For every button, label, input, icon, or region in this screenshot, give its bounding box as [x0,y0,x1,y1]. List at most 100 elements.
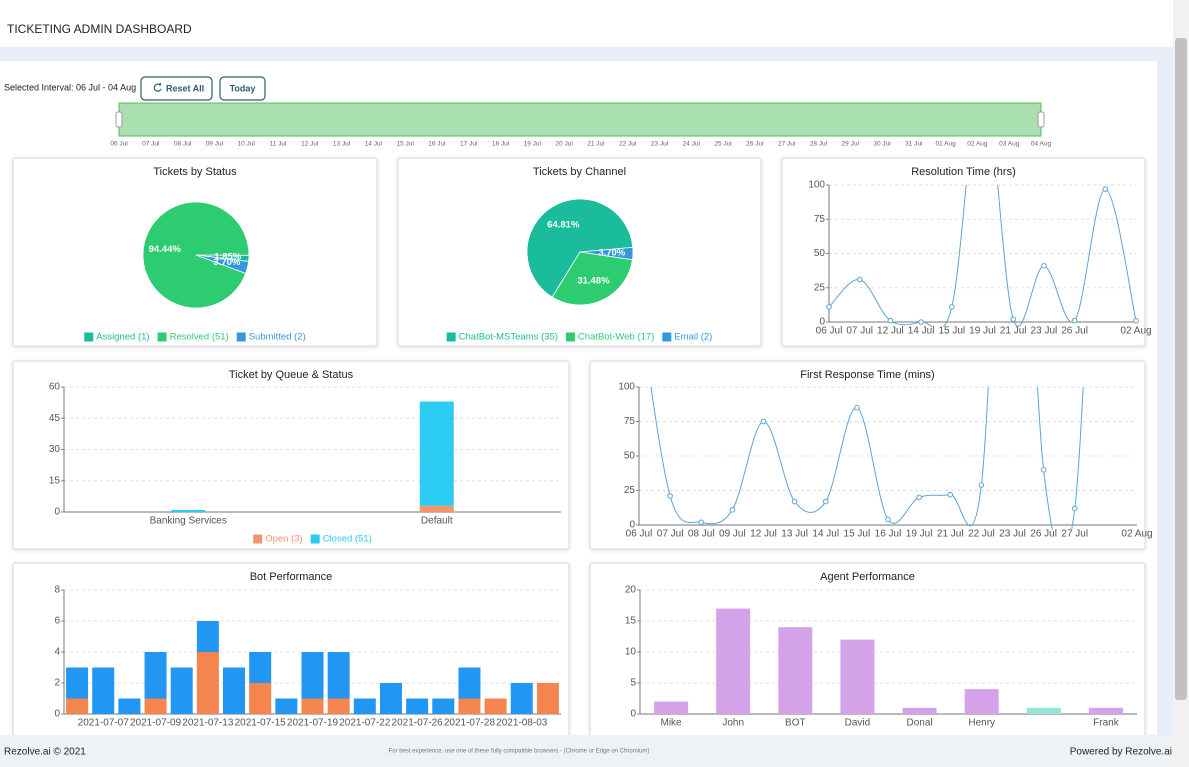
y-tick-label: 15 [625,616,637,627]
legend-swatch [157,332,167,342]
today-button-label[interactable]: Today [230,83,256,93]
data-label: 64.81% [547,219,580,230]
y-tick-label: 100 [618,382,635,393]
timeline-label: 25 Jul [714,141,732,148]
x-tick-label: 07 Jul [846,326,873,337]
bar-segment [92,667,115,714]
x-tick-label: 15 Jul [844,529,871,540]
point [667,493,673,499]
x-tick-label: John [722,718,744,729]
x-tick-label: Default [421,516,453,527]
chart-title: Resolution Time (hrs) [911,166,1016,178]
y-tick-label: 0 [630,709,636,720]
reset-button-frame[interactable] [140,76,213,101]
chart-title: Tickets by Channel [533,166,626,178]
point [918,319,924,325]
x-tick-label: 2021-08-03 [496,718,548,729]
timeline-label: 08 Jul [174,141,192,148]
reset-button-label[interactable]: Reset All [166,83,204,93]
y-tick-label: 30 [49,444,61,455]
x-tick-label: 12 Jul [877,326,904,337]
legend-label[interactable]: Resolved (51) [170,332,229,343]
y-tick-label: 0 [819,317,825,328]
chart-card: Bot Performance 0 2 4 6 8 2021-07-07 2021-07-09… [12,562,570,754]
point [1102,186,1109,192]
x-tick-label: 02 Aug [1120,326,1151,337]
pie-slice [526,198,634,298]
card [12,360,570,550]
timeline-handle-left[interactable] [115,111,123,128]
legend-label[interactable]: Submitted (2) [249,332,306,343]
bar [654,701,689,714]
x-tick-label: Frank [1093,718,1120,729]
bar-segment [484,698,507,714]
bar [1088,707,1123,714]
bar-segment [275,698,298,714]
timeline-label: 17 Jul [460,141,478,148]
bar [778,627,813,714]
legend-label[interactable]: ChatBot-MSTeams (35) [459,332,558,343]
x-tick-label: 2021-07-13 [182,718,234,729]
legend-label[interactable]: ChatBot-Web (17) [578,332,654,343]
timeline-label: 30 Jul [873,141,891,148]
y-tick-label: 5 [630,678,636,689]
card [589,360,1146,550]
pie-slice [551,251,633,306]
point [1040,467,1047,473]
bar-segment [249,652,272,683]
x-tick-label: 09 Jul [719,529,746,540]
y-tick-label: 4 [54,647,60,658]
timeline-label: 23 Jul [651,141,669,148]
footer-bar [0,735,1173,767]
timeline-label: 29 Jul [842,141,860,148]
bar-segment [458,698,481,714]
legend-label[interactable]: Open (3) [265,534,303,545]
bar-segment [510,683,533,714]
y-tick-label: 50 [814,248,826,259]
point [978,482,985,488]
timeline-label: 04 Aug [1031,141,1052,148]
timeline[interactable]: 06 Jul 07 Jul 08 Jul 09 Jul 10 Jul 11 Jul 12 J… [110,102,1052,148]
y-tick-label: 45 [49,413,61,424]
x-tick-label: 27 Jul [1061,529,1088,540]
legend-label[interactable]: Assigned (1) [96,332,149,343]
bar [964,689,999,714]
point [1133,317,1139,324]
chart-card: Resolution Time (hrs) 0 25 50 75 100 06 Jul 07 … [781,157,1152,347]
legend-label[interactable]: Email (2) [674,332,712,343]
today-button[interactable]: Today [219,76,266,101]
today-button-frame[interactable] [219,76,266,101]
data-label: 3.70% [598,247,625,258]
y-tick-label: 10 [625,647,637,658]
point [947,491,954,498]
y-tick-label: 50 [624,451,636,462]
y-tick-label: 25 [624,485,636,496]
line [828,185,1137,327]
chart-card: Tickets by Channel 64.81% 31.48% 3.70% ChatB… [397,157,762,347]
y-tick-label: 25 [814,282,826,293]
scrollbar-thumb[interactable] [1175,38,1187,700]
point [885,516,891,523]
timeline-label: 15 Jul [396,141,414,148]
timeline-label: 24 Jul [683,141,701,148]
timeline-label: 26 Jul [746,141,764,148]
reset-button[interactable]: Reset All [140,76,213,101]
timeline-selection[interactable] [118,102,1042,137]
legend-swatch [253,534,263,544]
bar-segment [536,683,559,714]
bar-segment [66,667,89,699]
chart-title: First Response Time (mins) [800,369,934,381]
point [949,304,955,310]
legend-swatch [662,332,672,342]
page-title: TICKETING ADMIN DASHBOARD [7,22,192,36]
point [760,418,767,425]
timeline-handle-right[interactable] [1037,111,1045,128]
x-tick-label: Donal [906,718,932,729]
x-tick-label: 22 Jul [968,529,995,540]
chart-card: Agent Performance 0 5 10 15 20 Mike John BOT Davi… [589,562,1146,754]
bar-segment [327,652,350,699]
legend-label[interactable]: Closed (51) [323,534,372,545]
point [916,494,922,501]
x-tick-label: 2021-07-15 [235,718,287,729]
